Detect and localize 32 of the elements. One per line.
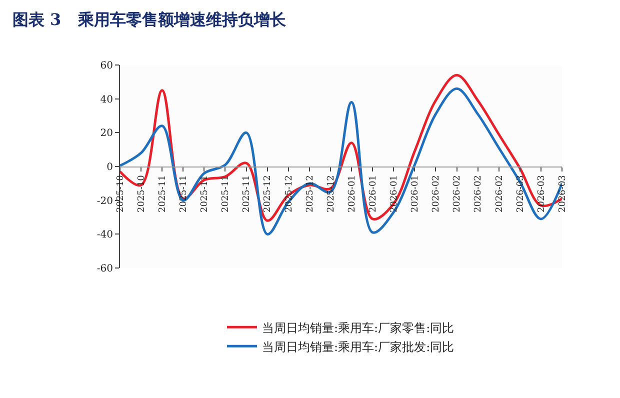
x-tick-label: 2025-10 <box>136 174 147 213</box>
x-tick-label: 2025-11 <box>179 175 190 213</box>
x-tick-label: 2026-02 <box>494 175 505 213</box>
x-tick-label: 2025-11 <box>242 175 252 213</box>
x-tick-label: 2025-11 <box>221 175 232 213</box>
legend-label: 当周日均销量:乘用车:厂家零售:同比 <box>262 320 454 335</box>
x-tick-label: 2025-12 <box>305 175 316 213</box>
x-tick-label: 2026-01 <box>368 175 378 213</box>
chart-title: 图表 3 乘用车零售额增速维持负增长 <box>12 10 287 30</box>
x-tick-label: 2026-01 <box>410 175 421 213</box>
y-tick-label: 20 <box>100 128 113 140</box>
x-tick-label: 2025-12 <box>263 175 274 213</box>
x-tick-label: 2026-03 <box>516 174 526 213</box>
x-tick-label: 2025-10 <box>116 174 126 213</box>
x-tick-label: 2025-11 <box>158 175 168 213</box>
x-tick-label: 2026-02 <box>474 175 484 213</box>
y-tick-label: -40 <box>96 230 113 241</box>
x-tick-label: 2026-01 <box>390 175 400 213</box>
x-tick-label: 2025-12 <box>326 175 336 213</box>
y-tick-label: 60 <box>100 60 113 72</box>
x-tick-label: 2026-02 <box>452 175 463 213</box>
x-tick-label: 2025-12 <box>284 175 294 213</box>
y-tick-label: -60 <box>96 264 113 274</box>
legend-label: 当周日均销量:乘用车:厂家批发:同比 <box>262 340 454 354</box>
x-tick-label: 2026-03 <box>536 174 547 213</box>
x-tick-label: 2026-02 <box>432 175 442 213</box>
y-tick-label: -20 <box>96 196 113 207</box>
y-tick-label: 40 <box>100 94 113 106</box>
x-tick-label: 2026-01 <box>347 175 358 213</box>
y-tick-label: 0 <box>106 162 113 173</box>
x-tick-label: 2025-11 <box>200 175 210 213</box>
x-tick-label: 2026-03 <box>558 174 568 213</box>
